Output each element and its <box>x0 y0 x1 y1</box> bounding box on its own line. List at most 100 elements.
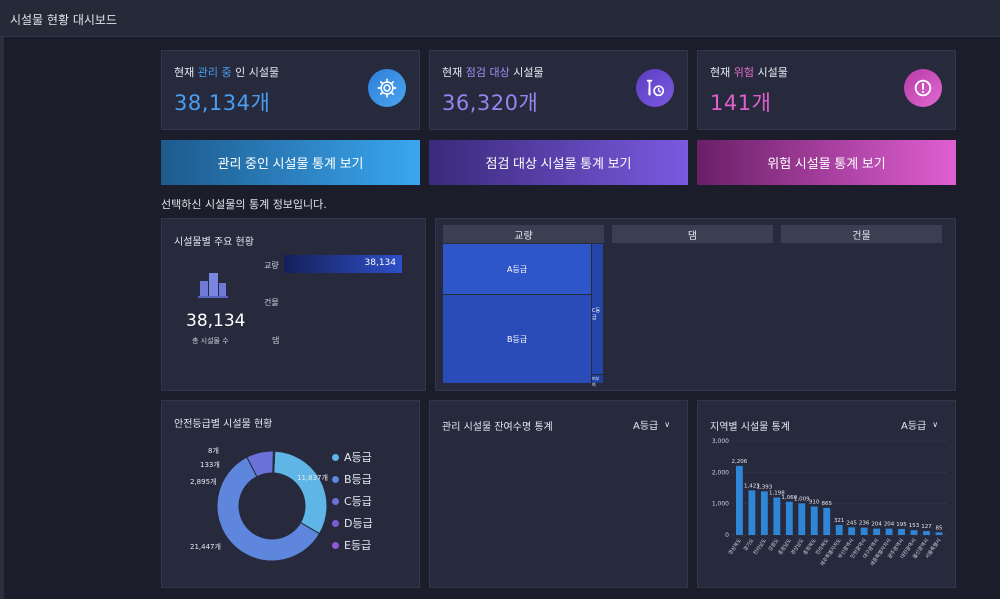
stat-highlight: 위험 <box>733 66 754 79</box>
stat-value-inspection: 36,320개 <box>442 91 539 115</box>
region-bar <box>860 527 868 535</box>
tab-building[interactable]: 건물 <box>781 225 942 243</box>
region-bar <box>935 532 943 535</box>
grade-donut-chart: 11,837개 21,447개 2,895개 133개 8개 <box>190 446 328 562</box>
legend-dot <box>332 453 339 461</box>
donut-label: 21,447개 <box>190 542 221 551</box>
bar-value-label: 1,060 <box>781 495 797 501</box>
treemap-block-c: C등급 <box>592 244 603 374</box>
region-bar <box>736 465 743 535</box>
x-tick-label: 전라남도 <box>752 537 769 556</box>
bar-value-label: 204 <box>884 522 895 528</box>
total-label: 총 시설물 수 <box>192 337 229 345</box>
building-icon <box>198 271 228 303</box>
region-filter-dropdown[interactable]: A등급 ∨ <box>901 420 939 432</box>
region-bar <box>873 528 881 535</box>
donut-label: 11,837개 <box>297 473 328 482</box>
region-bar <box>760 491 768 535</box>
lifespan-panel: 관리 시설물 잔여수명 통계 A등급 ∨ <box>429 400 688 588</box>
bar-value-label: 910 <box>809 499 820 505</box>
grade-filter-dropdown[interactable]: A등급 ∨ <box>633 420 671 432</box>
legend-dot <box>332 519 339 527</box>
bar-value-label: 245 <box>846 520 857 526</box>
region-bar <box>785 501 793 535</box>
wrench-clock-icon <box>636 69 674 107</box>
bar-value-label: 127 <box>921 524 932 530</box>
y-tick-label: 0 <box>725 532 729 539</box>
y-tick-label: 1,000 <box>712 501 729 508</box>
region-bar <box>885 528 893 535</box>
treemap-block-a: A등급 <box>443 244 591 294</box>
stat-card-managed: 현재 관리 중 인 시설물 38,134개 <box>161 50 420 130</box>
legend-dot <box>332 475 339 483</box>
bar-value-label: 195 <box>896 522 907 528</box>
gear-icon <box>368 69 406 107</box>
stat-card-inspection: 현재 점검 대상 시설물 36,320개 <box>429 50 688 130</box>
legend-label: C등급 <box>344 495 372 508</box>
tab-bridge[interactable]: 교량 <box>443 225 604 243</box>
legend-item: A등급 <box>332 449 372 465</box>
legend-label: B등급 <box>344 473 372 486</box>
x-tick-label: 경상북도 <box>727 537 744 556</box>
region-bar <box>798 503 806 535</box>
tab-dam[interactable]: 댐 <box>612 225 773 243</box>
treemap-block-unassigned: 미부여 <box>592 375 603 387</box>
bar-value-label: 85 <box>935 525 942 531</box>
legend-item: D등급 <box>332 515 373 531</box>
danger-stats-button[interactable]: 위험 시설물 통계 보기 <box>697 140 956 185</box>
donut-label: 2,895개 <box>190 477 216 486</box>
type-row-label: 댐 <box>272 336 280 345</box>
bar-value-label: 1,198 <box>769 490 785 496</box>
bar-value-label: 1,393 <box>756 484 772 490</box>
legend-dot <box>332 497 339 505</box>
managed-stats-button[interactable]: 관리 중인 시설물 통계 보기 <box>161 140 420 185</box>
bar-value-label: 236 <box>859 521 870 527</box>
bar-value-label: 321 <box>834 518 845 524</box>
donut-slice-5 <box>273 450 276 474</box>
stat-label: 현재 점검 대상 시설물 <box>442 66 544 79</box>
panel-title: 관리 시설물 잔여수명 통계 <box>442 422 553 433</box>
region-bar <box>910 530 918 535</box>
type-row-label: 건물 <box>264 298 279 307</box>
grade-treemap-panel: 교량 댐 건물 A등급 B등급 C등급 미부여 <box>435 218 956 391</box>
stat-label: 현재 관리 중 인 시설물 <box>174 66 280 79</box>
region-panel: 지역별 시설물 통계 A등급 ∨ 0 1,000 2,000 3,000 2,206 경상… <box>697 400 956 588</box>
donut-slice-1 <box>273 450 328 535</box>
legend-label: A등급 <box>344 451 372 464</box>
region-bar <box>898 528 905 535</box>
facility-type-panel: 시설물별 주요 현황 38,134 총 시설물 수 교량 38,134 건물 댐 <box>161 218 426 391</box>
legend-label: E등급 <box>344 539 372 552</box>
region-bar <box>835 524 843 535</box>
type-row-bar: 38,134 <box>284 255 402 273</box>
stat-card-danger: 현재 위험 시설물 141개 <box>697 50 956 130</box>
legend-item: E등급 <box>332 537 371 553</box>
region-bar-chart: 01,0002,0003,0002,206경상북도1,423경기도1,393전라… <box>712 438 948 568</box>
inspection-stats-button[interactable]: 점검 대상 시설물 통계 보기 <box>429 140 688 185</box>
chevron-down-icon: ∨ <box>664 420 671 429</box>
y-tick-label: 2,000 <box>712 469 729 476</box>
bar-value-label: 1,009 <box>794 496 810 502</box>
stat-label: 현재 위험 시설물 <box>710 66 788 79</box>
left-rail <box>0 37 4 599</box>
alert-icon <box>904 69 942 107</box>
type-row-label: 교량 <box>264 261 279 270</box>
donut-label: 8개 <box>208 446 219 455</box>
donut-slice-2 <box>216 456 321 562</box>
panel-title: 안전등급별 시설물 현황 <box>174 419 273 430</box>
panel-title: 시설물별 주요 현황 <box>174 237 254 248</box>
legend-item: B등급 <box>332 471 372 487</box>
y-tick-label: 3,000 <box>712 438 729 445</box>
stat-highlight: 관리 중 <box>197 66 232 79</box>
selection-caption: 선택하신 시설물의 통계 정보입니다. <box>161 198 327 211</box>
panel-title: 지역별 시설물 통계 <box>710 422 790 433</box>
legend-dot <box>332 541 339 549</box>
legend-item: C등급 <box>332 493 372 509</box>
chevron-down-icon: ∨ <box>932 420 939 429</box>
total-count: 38,134 <box>186 311 246 331</box>
safety-grade-panel: 안전등급별 시설물 현황 11,837개 21,447개 2,895개 133개 8개 … <box>161 400 420 588</box>
treemap-block-b: B등급 <box>443 295 591 383</box>
stat-value-managed: 38,134개 <box>174 91 271 115</box>
region-bar <box>810 506 818 535</box>
type-row-value: 38,134 <box>364 258 397 268</box>
bar-value-label: 153 <box>909 523 920 529</box>
